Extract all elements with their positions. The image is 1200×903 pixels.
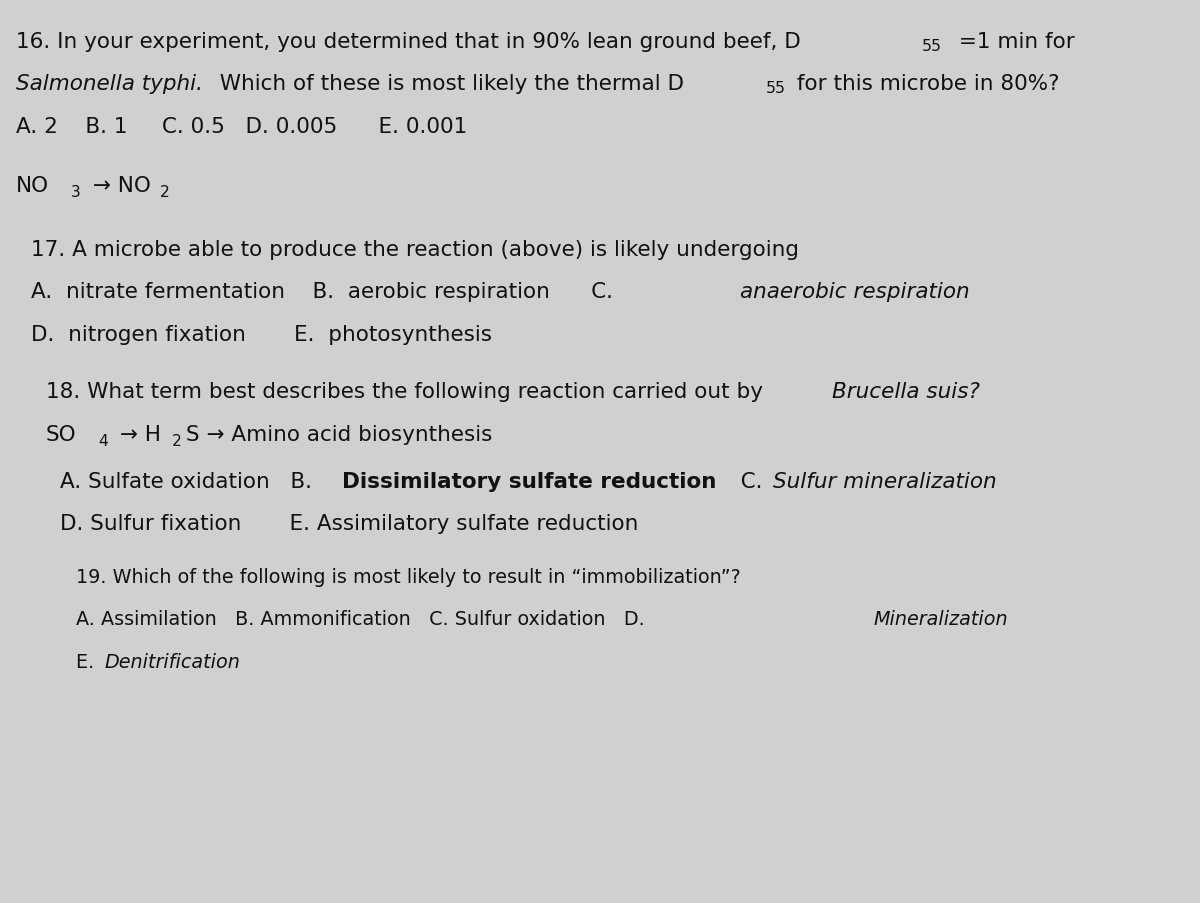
Text: Dissimilatory sulfate reduction: Dissimilatory sulfate reduction bbox=[342, 471, 716, 491]
Text: 3: 3 bbox=[71, 185, 80, 200]
Text: Mineralization: Mineralization bbox=[874, 610, 1008, 628]
Text: Salmonella typhi.: Salmonella typhi. bbox=[16, 74, 203, 94]
Text: 18. What term best describes the following reaction carried out by: 18. What term best describes the followi… bbox=[46, 382, 769, 402]
Text: A. Assimilation   B. Ammonification   C. Sulfur oxidation   D.: A. Assimilation B. Ammonification C. Sul… bbox=[76, 610, 650, 628]
Text: A. 2    B. 1     C. 0.5   D. 0.005      E. 0.001: A. 2 B. 1 C. 0.5 D. 0.005 E. 0.001 bbox=[16, 116, 467, 136]
Text: anaerobic respiration: anaerobic respiration bbox=[740, 282, 970, 302]
Text: Brucella suis?: Brucella suis? bbox=[832, 382, 979, 402]
Text: NO: NO bbox=[16, 176, 49, 196]
Text: 2: 2 bbox=[160, 185, 169, 200]
Text: E.: E. bbox=[76, 652, 100, 671]
Text: 55: 55 bbox=[922, 39, 942, 54]
Text: 19. Which of the following is most likely to result in “immobilization”?: 19. Which of the following is most likel… bbox=[76, 567, 740, 586]
Text: Sulfur mineralization: Sulfur mineralization bbox=[773, 471, 996, 491]
Text: 16. In your experiment, you determined that in 90% lean ground beef, D: 16. In your experiment, you determined t… bbox=[16, 32, 800, 51]
Text: S → Amino acid biosynthesis: S → Amino acid biosynthesis bbox=[186, 424, 492, 444]
Text: for this microbe in 80%?: for this microbe in 80%? bbox=[790, 74, 1060, 94]
Text: Denitrification: Denitrification bbox=[104, 652, 240, 671]
Text: 17. A microbe able to produce the reaction (above) is likely undergoing: 17. A microbe able to produce the reacti… bbox=[31, 239, 799, 259]
Text: → NO: → NO bbox=[86, 176, 151, 196]
Text: 2: 2 bbox=[172, 433, 181, 449]
Text: → H: → H bbox=[113, 424, 161, 444]
Text: A. Sulfate oxidation   B.: A. Sulfate oxidation B. bbox=[60, 471, 319, 491]
Text: C.: C. bbox=[720, 471, 769, 491]
Text: D. Sulfur fixation       E. Assimilatory sulfate reduction: D. Sulfur fixation E. Assimilatory sulfa… bbox=[60, 514, 638, 534]
Text: =1 min for: =1 min for bbox=[952, 32, 1074, 51]
Text: D.  nitrogen fixation       E.  photosynthesis: D. nitrogen fixation E. photosynthesis bbox=[31, 324, 492, 344]
Text: 4: 4 bbox=[98, 433, 108, 449]
Text: Which of these is most likely the thermal D: Which of these is most likely the therma… bbox=[206, 74, 684, 94]
Text: 55: 55 bbox=[766, 81, 786, 97]
Text: A.  nitrate fermentation    B.  aerobic respiration      C.: A. nitrate fermentation B. aerobic respi… bbox=[31, 282, 620, 302]
Text: SO: SO bbox=[46, 424, 77, 444]
